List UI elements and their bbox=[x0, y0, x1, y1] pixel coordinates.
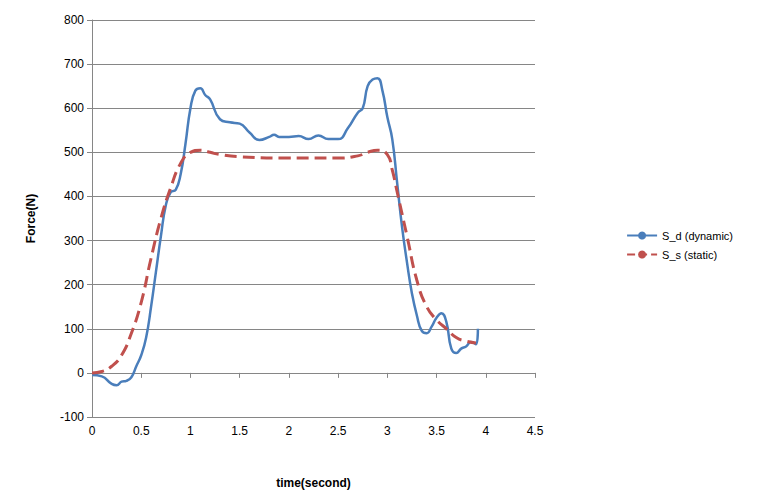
svg-text:2.5: 2.5 bbox=[330, 424, 347, 438]
svg-text:200: 200 bbox=[64, 278, 84, 292]
svg-text:500: 500 bbox=[64, 145, 84, 159]
svg-text:2: 2 bbox=[286, 424, 293, 438]
svg-text:3.5: 3.5 bbox=[428, 424, 445, 438]
svg-text:0: 0 bbox=[77, 366, 84, 380]
svg-text:4.5: 4.5 bbox=[527, 424, 544, 438]
svg-text:800: 800 bbox=[64, 13, 84, 27]
svg-text:400: 400 bbox=[64, 189, 84, 203]
svg-text:S_s (static): S_s (static) bbox=[662, 249, 717, 261]
svg-text:time(second): time(second) bbox=[276, 476, 351, 490]
svg-text:3: 3 bbox=[384, 424, 391, 438]
svg-text:0: 0 bbox=[89, 424, 96, 438]
svg-text:700: 700 bbox=[64, 57, 84, 71]
svg-text:S_d (dynamic): S_d (dynamic) bbox=[662, 230, 733, 242]
svg-text:1: 1 bbox=[187, 424, 194, 438]
svg-text:Force(N): Force(N) bbox=[24, 194, 38, 243]
svg-text:300: 300 bbox=[64, 234, 84, 248]
svg-text:100: 100 bbox=[64, 322, 84, 336]
svg-text:600: 600 bbox=[64, 101, 84, 115]
svg-text:1.5: 1.5 bbox=[231, 424, 248, 438]
svg-text:4: 4 bbox=[482, 424, 489, 438]
svg-text:0.5: 0.5 bbox=[133, 424, 150, 438]
svg-text:-100: -100 bbox=[60, 410, 84, 424]
